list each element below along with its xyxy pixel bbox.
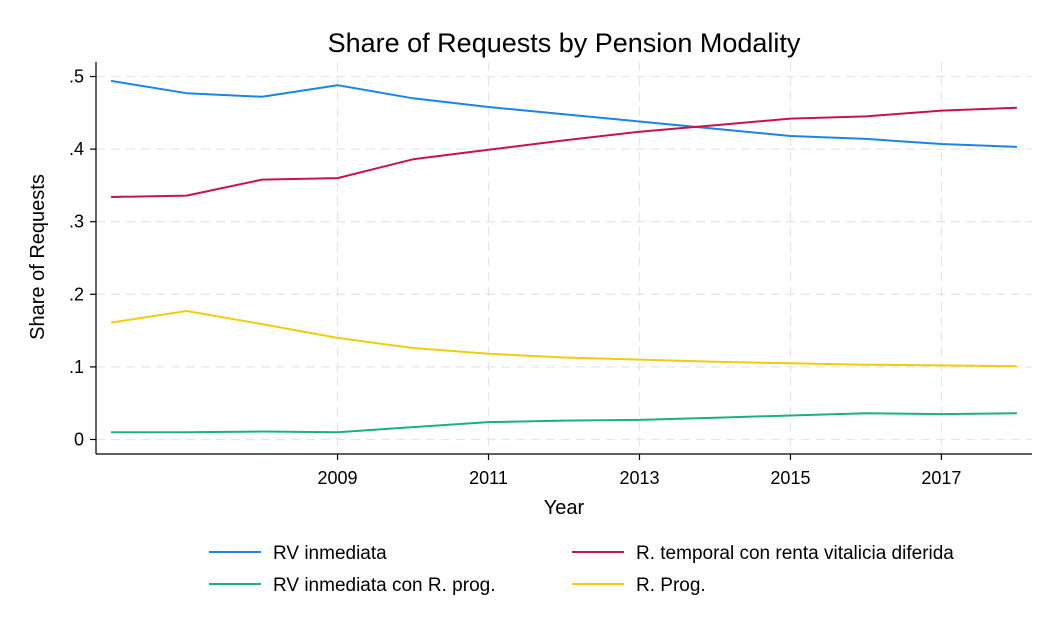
series-line-3: [111, 412, 1017, 434]
x-axis-label: Year: [544, 497, 585, 519]
series-lines: [110, 79, 1017, 434]
y-tick-label: .2: [69, 284, 84, 304]
y-tick-label: .4: [69, 139, 84, 159]
y-tick-label: .5: [69, 67, 84, 87]
legend-label: RV inmediata: [273, 543, 387, 564]
y-tick-label: .3: [69, 212, 84, 232]
y-axis-label: Share of Requests: [27, 174, 49, 340]
x-tick-label: 2011: [469, 468, 508, 488]
x-tick-label: 2013: [619, 468, 659, 488]
legend: RV inmediata R. temporal con renta vitali…: [209, 543, 954, 596]
x-tick-label: 2015: [770, 468, 810, 488]
y-tick-label: 0: [74, 429, 84, 449]
series-line-1: [110, 79, 1017, 148]
legend-label: R. Prog.: [636, 575, 706, 596]
chart-title: Share of Requests by Pension Modality: [328, 28, 801, 58]
axes: 0 .1 .2 .3 .4 .5 2009 2011 2013 2015 2017: [69, 62, 1032, 488]
grid-lines: [96, 62, 1032, 454]
y-tick-label: .1: [69, 357, 84, 377]
series-line-2: [111, 106, 1017, 198]
legend-item: R. temporal con renta vitalicia diferida: [572, 543, 954, 564]
legend-item: R. Prog.: [572, 575, 706, 596]
series-line-4: [110, 310, 1017, 368]
legend-item: RV inmediata con R. prog.: [209, 575, 496, 596]
x-tick-label: 2009: [318, 468, 358, 488]
x-tick-label: 2017: [921, 468, 961, 488]
legend-label: RV inmediata con R. prog.: [273, 575, 496, 596]
legend-label: R. temporal con renta vitalicia diferida: [636, 543, 954, 564]
legend-item: RV inmediata: [209, 543, 387, 564]
